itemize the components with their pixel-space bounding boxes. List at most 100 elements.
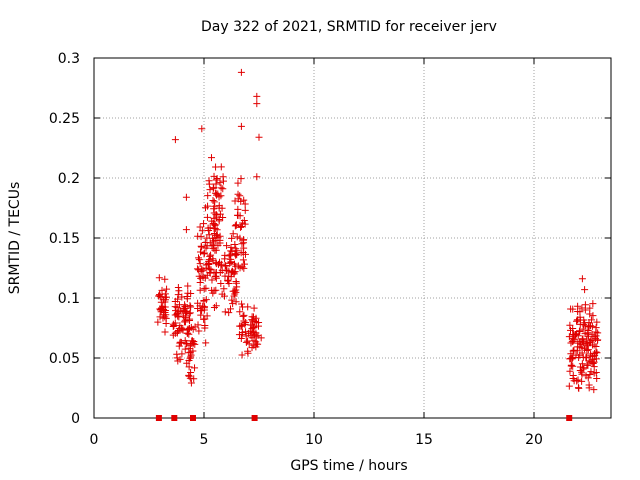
- scatter-point: [576, 313, 584, 321]
- scatter-point: [241, 260, 249, 268]
- scatter-point: [579, 353, 587, 361]
- scatter-point: [159, 302, 167, 310]
- scatter-point: [238, 321, 246, 329]
- scatter-point: [225, 280, 233, 288]
- scatter-point: [253, 100, 261, 108]
- scatter-point: [567, 361, 575, 369]
- scatter-point: [185, 345, 193, 353]
- scatter-point: [239, 256, 247, 264]
- scatter-point: [238, 240, 246, 248]
- scatter-point: [594, 336, 602, 344]
- scatter-point: [189, 325, 197, 333]
- y-axis-label: SRMTID / TECUs: [7, 182, 23, 295]
- scatter-point: [225, 267, 233, 275]
- scatter-point: [185, 317, 193, 325]
- scatter-point: [231, 197, 239, 205]
- scatter-point: [236, 234, 244, 242]
- scatter-point: [568, 338, 576, 346]
- scatter-point: [221, 251, 229, 259]
- scatter-point: [182, 226, 190, 234]
- scatter-point: [589, 300, 597, 308]
- scatter-point: [255, 319, 263, 327]
- scatter-point: [215, 215, 223, 223]
- scatter-point: [581, 301, 589, 309]
- scatter-point: [198, 227, 206, 235]
- scatter-point: [201, 321, 209, 329]
- scatter-point: [230, 292, 238, 300]
- scatter-point: [185, 363, 193, 371]
- scatter-point: [217, 280, 225, 288]
- scatter-point: [226, 259, 234, 267]
- scatter-point: [590, 386, 598, 394]
- scatter-point: [194, 305, 202, 313]
- scatter-point: [174, 357, 182, 365]
- scatter-point: [236, 192, 244, 200]
- scatter-point: [229, 230, 237, 238]
- scatter-point: [206, 265, 214, 273]
- scatter-point: [586, 304, 594, 312]
- scatter-point: [233, 283, 241, 291]
- scatter-point: [186, 302, 194, 310]
- scatter-point: [212, 163, 220, 171]
- scatter-point: [158, 286, 166, 294]
- scatter-point: [180, 318, 188, 326]
- zero-value-marker: [171, 415, 178, 421]
- scatter-point: [216, 232, 224, 240]
- scatter-point: [251, 331, 259, 339]
- scatter-point: [240, 244, 248, 252]
- grid-lines: [94, 58, 611, 418]
- scatter-point: [209, 289, 217, 297]
- scatter-point: [190, 375, 198, 383]
- scatter-point: [570, 346, 578, 354]
- scatter-point: [205, 256, 213, 264]
- scatter-point: [570, 377, 578, 385]
- y-tick-label: 0.05: [49, 351, 80, 367]
- zero-value-marker: [251, 415, 258, 421]
- scatter-point: [179, 326, 187, 334]
- scatter-point: [573, 330, 581, 338]
- scatter-point: [579, 365, 587, 373]
- scatter-point: [219, 177, 227, 185]
- scatter-point: [175, 313, 183, 321]
- scatter-point: [174, 295, 182, 303]
- scatter-point: [209, 220, 217, 228]
- scatter-point: [193, 265, 201, 273]
- scatter-point: [583, 340, 591, 348]
- scatter-point: [182, 314, 190, 322]
- scatter-point: [217, 184, 225, 192]
- scatter-point: [237, 223, 245, 231]
- scatter-point: [182, 193, 190, 201]
- y-tick-label: 0.2: [58, 171, 80, 187]
- scatter-point: [187, 379, 195, 387]
- scatter-point: [221, 292, 229, 300]
- scatter-point: [155, 274, 163, 282]
- zero-markers: [155, 415, 573, 421]
- scatter-point: [155, 292, 163, 300]
- scatter-point: [198, 243, 206, 251]
- scatter-point: [212, 286, 220, 294]
- x-tick-label: 15: [415, 432, 433, 448]
- zero-value-marker: [566, 415, 573, 421]
- scatter-point: [197, 233, 205, 241]
- scatter-point: [583, 335, 591, 343]
- scatter-point: [221, 308, 229, 316]
- scatter-point: [231, 250, 239, 258]
- scatter-point: [206, 186, 214, 194]
- scatter-point: [227, 243, 235, 251]
- scatter-point: [232, 221, 240, 229]
- scatter-point: [185, 310, 193, 318]
- scatter-point: [191, 340, 199, 348]
- scatter-point: [178, 350, 186, 358]
- scatter-point: [176, 338, 184, 346]
- x-tick-labels: 0 5 10 15 20: [90, 432, 543, 448]
- scatter-point: [185, 330, 193, 338]
- scatter-point: [585, 381, 593, 389]
- scatter-point: [581, 286, 589, 294]
- scatter-point: [238, 351, 246, 359]
- scatter-point: [209, 184, 217, 192]
- scatter-point: [189, 347, 197, 355]
- scatter-point: [203, 242, 211, 250]
- scatter-point: [234, 205, 242, 213]
- scatter-point: [188, 337, 196, 345]
- scatter-point: [178, 293, 186, 301]
